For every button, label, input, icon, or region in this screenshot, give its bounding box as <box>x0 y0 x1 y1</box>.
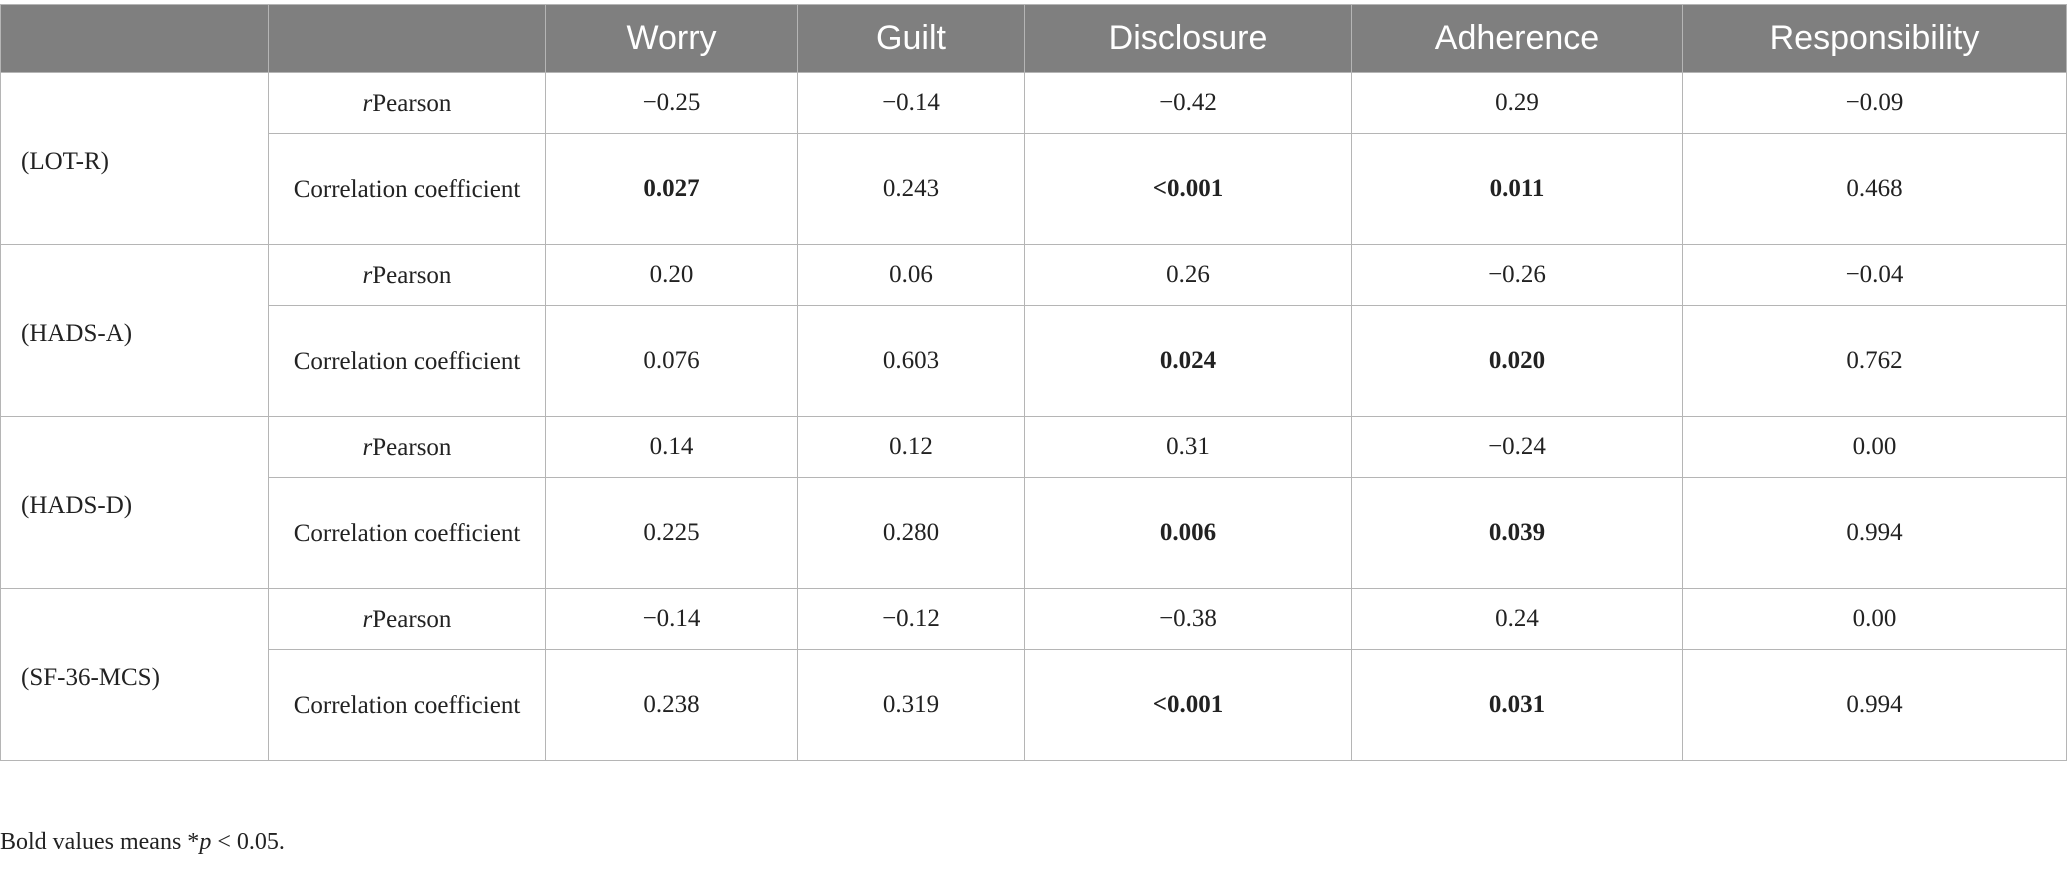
r-value-worry: 0.14 <box>545 416 798 478</box>
coef-value-disclosure: 0.024 <box>1024 305 1352 417</box>
correlation-table: Worry Guilt Disclosure Adherence Respons… <box>0 4 2067 761</box>
coef-value-worry: 0.238 <box>545 649 798 761</box>
row-label-cell: (LOT-R) <box>0 72 269 245</box>
r-value-worry: 0.20 <box>545 244 798 306</box>
metric-r-suffix: Pearson <box>372 89 452 117</box>
r-value-guilt: −0.12 <box>797 588 1025 650</box>
metric-r-italic: r <box>362 261 373 289</box>
footnote-text-before: Bold values means * <box>0 829 200 855</box>
coef-value-responsibility: 0.994 <box>1682 477 2067 589</box>
coef-value-adherence: 0.020 <box>1351 305 1683 417</box>
row-label: (HADS-D) <box>21 492 133 519</box>
row-label-cell: (SF-36-MCS) <box>0 588 269 761</box>
table-container: Worry Guilt Disclosure Adherence Respons… <box>0 4 2068 761</box>
coef-value-guilt: 0.319 <box>797 649 1025 761</box>
table-row: (HADS-A) rPearson 0.20 0.06 0.26 −0.26 −0.04 <box>0 244 2067 417</box>
table-row: Correlation coefficient 0.076 0.603 0.024 0.… <box>1 305 2067 417</box>
r-value-adherence: 0.24 <box>1351 588 1683 650</box>
table-row: (LOT-R) rPearson −0.25 −0.14 −0.42 0.29 −0.09 <box>0 72 2067 245</box>
header-disclosure: Disclosure <box>1024 4 1352 73</box>
coef-value-responsibility: 0.762 <box>1682 305 2067 417</box>
table-row: Correlation coefficient 0.027 0.243 <0.001 0… <box>1 133 2067 245</box>
coef-value-disclosure: <0.001 <box>1024 649 1352 761</box>
table-row: Correlation coefficient 0.238 0.319 <0.001 0… <box>1 649 2067 761</box>
metric-label-rpearson: rPearson <box>268 416 546 478</box>
metric-label-rpearson: rPearson <box>268 72 546 134</box>
r-value-guilt: 0.06 <box>797 244 1025 306</box>
r-value-responsibility: 0.00 <box>1682 416 2067 478</box>
coef-value-worry: 0.225 <box>545 477 798 589</box>
metric-r-suffix: Pearson <box>372 261 452 289</box>
header-row: Worry Guilt Disclosure Adherence Respons… <box>0 4 2067 73</box>
footnote: Bold values means *p < 0.05. <box>0 829 285 856</box>
metric-label-rpearson: rPearson <box>268 244 546 306</box>
header-worry: Worry <box>545 4 798 73</box>
coef-value-guilt: 0.603 <box>797 305 1025 417</box>
coef-value-guilt: 0.280 <box>797 477 1025 589</box>
coef-value-worry: 0.027 <box>545 133 798 245</box>
coef-value-adherence: 0.031 <box>1351 649 1683 761</box>
table-row: (HADS-D) rPearson 0.14 0.12 0.31 −0.24 0.00 <box>0 416 2067 589</box>
metric-r-italic: r <box>362 433 373 461</box>
header-blank-1 <box>0 4 269 73</box>
footnote-p: p <box>199 829 212 855</box>
r-value-responsibility: −0.09 <box>1682 72 2067 134</box>
metric-r-italic: r <box>362 605 373 633</box>
r-value-responsibility: −0.04 <box>1682 244 2067 306</box>
row-label: (LOT-R) <box>21 148 109 175</box>
metric-label-correlation-coefficient: Correlation coefficient <box>268 477 546 589</box>
r-value-disclosure: 0.31 <box>1024 416 1352 478</box>
header-adherence: Adherence <box>1351 4 1683 73</box>
header-responsibility: Responsibility <box>1682 4 2067 73</box>
header-blank-2 <box>268 4 546 73</box>
r-value-guilt: −0.14 <box>797 72 1025 134</box>
header-guilt: Guilt <box>797 4 1025 73</box>
coef-value-disclosure: <0.001 <box>1024 133 1352 245</box>
coef-value-disclosure: 0.006 <box>1024 477 1352 589</box>
metric-r-italic: r <box>362 89 373 117</box>
table-row: Correlation coefficient 0.225 0.280 0.006 0.… <box>1 477 2067 589</box>
coef-value-responsibility: 0.994 <box>1682 649 2067 761</box>
metric-label-correlation-coefficient: Correlation coefficient <box>268 649 546 761</box>
coef-value-worry: 0.076 <box>545 305 798 417</box>
metric-r-suffix: Pearson <box>372 605 452 633</box>
row-label: (SF-36-MCS) <box>21 664 160 691</box>
metric-label-correlation-coefficient: Correlation coefficient <box>268 305 546 417</box>
r-value-adherence: 0.29 <box>1351 72 1683 134</box>
metric-label-correlation-coefficient: Correlation coefficient <box>268 133 546 245</box>
coef-value-adherence: 0.011 <box>1351 133 1683 245</box>
coef-value-responsibility: 0.468 <box>1682 133 2067 245</box>
footnote-text-after: < 0.05. <box>211 829 285 855</box>
r-value-disclosure: 0.26 <box>1024 244 1352 306</box>
r-value-worry: −0.14 <box>545 588 798 650</box>
r-value-adherence: −0.26 <box>1351 244 1683 306</box>
row-label-cell: (HADS-A) <box>0 244 269 417</box>
table-row: (SF-36-MCS) rPearson −0.14 −0.12 −0.38 0.24 0.… <box>0 588 2067 761</box>
coef-value-adherence: 0.039 <box>1351 477 1683 589</box>
r-value-adherence: −0.24 <box>1351 416 1683 478</box>
r-value-guilt: 0.12 <box>797 416 1025 478</box>
coef-value-guilt: 0.243 <box>797 133 1025 245</box>
r-value-disclosure: −0.42 <box>1024 72 1352 134</box>
row-label-cell: (HADS-D) <box>0 416 269 589</box>
metric-label-rpearson: rPearson <box>268 588 546 650</box>
metric-r-suffix: Pearson <box>372 433 452 461</box>
r-value-disclosure: −0.38 <box>1024 588 1352 650</box>
r-value-responsibility: 0.00 <box>1682 588 2067 650</box>
row-label: (HADS-A) <box>21 320 133 347</box>
r-value-worry: −0.25 <box>545 72 798 134</box>
